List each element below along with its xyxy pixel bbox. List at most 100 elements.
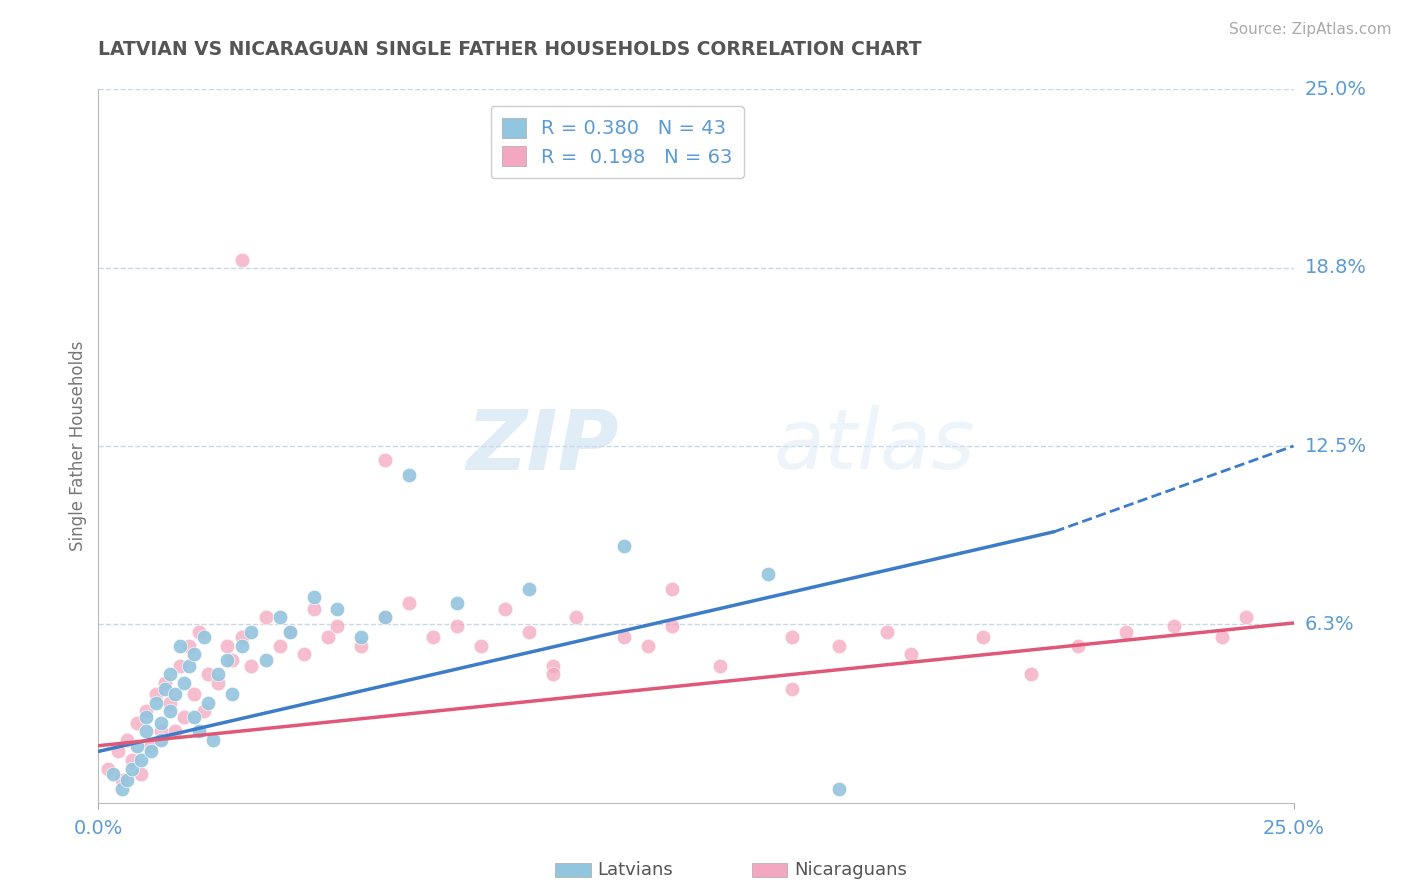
Point <box>159 667 181 681</box>
Point <box>179 658 201 673</box>
Point <box>709 658 731 673</box>
Point <box>221 653 243 667</box>
Text: 25.0%: 25.0% <box>1305 79 1367 99</box>
Point <box>121 753 143 767</box>
Point <box>149 733 172 747</box>
Point <box>302 601 325 615</box>
Point <box>876 624 898 639</box>
Point <box>115 772 138 787</box>
Text: atlas: atlas <box>773 406 976 486</box>
Point <box>613 630 636 644</box>
Point <box>159 696 181 710</box>
Point <box>1019 667 1042 681</box>
Text: LATVIAN VS NICARAGUAN SINGLE FATHER HOUSEHOLDS CORRELATION CHART: LATVIAN VS NICARAGUAN SINGLE FATHER HOUS… <box>98 40 922 59</box>
Point <box>207 676 229 690</box>
Text: Source: ZipAtlas.com: Source: ZipAtlas.com <box>1229 22 1392 37</box>
Point <box>197 667 219 681</box>
Point <box>231 630 253 644</box>
Point <box>422 630 444 644</box>
Point <box>169 658 191 673</box>
Text: 6.3%: 6.3% <box>1305 615 1354 634</box>
Point <box>661 582 683 596</box>
Point <box>302 591 325 605</box>
Y-axis label: Single Father Households: Single Father Households <box>69 341 87 551</box>
Point <box>828 781 851 796</box>
Point <box>115 733 138 747</box>
Point <box>155 676 177 690</box>
Point <box>173 710 195 724</box>
Point <box>111 772 134 787</box>
Point <box>398 467 420 482</box>
Legend: R = 0.380   N = 43, R =  0.198   N = 63: R = 0.380 N = 43, R = 0.198 N = 63 <box>491 106 744 178</box>
Point <box>446 596 468 610</box>
Text: Latvians: Latvians <box>598 861 673 879</box>
Point <box>1115 624 1137 639</box>
Point <box>193 705 215 719</box>
Point <box>183 710 205 724</box>
Point <box>780 630 803 644</box>
Point <box>278 624 301 639</box>
Point <box>179 639 201 653</box>
Point <box>316 630 339 644</box>
Point <box>446 619 468 633</box>
Point <box>900 648 922 662</box>
Point <box>541 658 564 673</box>
Point <box>756 567 779 582</box>
Point <box>828 639 851 653</box>
Point <box>187 724 209 739</box>
Point <box>470 639 492 653</box>
Point <box>217 653 239 667</box>
Point <box>1163 619 1185 633</box>
Point <box>207 667 229 681</box>
Point <box>254 610 277 624</box>
Point <box>269 639 291 653</box>
Text: 18.8%: 18.8% <box>1305 258 1367 277</box>
Point <box>217 639 239 653</box>
Point <box>145 687 167 701</box>
Point <box>972 630 994 644</box>
Point <box>231 639 253 653</box>
Point <box>326 619 349 633</box>
Point <box>163 687 186 701</box>
Point <box>139 739 162 753</box>
Point <box>398 596 420 610</box>
Point <box>187 624 209 639</box>
Point <box>517 624 540 639</box>
Point <box>780 681 803 696</box>
Point <box>121 762 143 776</box>
Point <box>292 648 315 662</box>
Point <box>159 705 181 719</box>
Point <box>125 739 148 753</box>
Point <box>613 539 636 553</box>
Point <box>169 639 191 653</box>
Point <box>374 610 396 624</box>
Point <box>1067 639 1090 653</box>
Point <box>163 724 186 739</box>
Point <box>661 619 683 633</box>
Point <box>278 624 301 639</box>
Point <box>183 648 205 662</box>
Point <box>541 667 564 681</box>
Point <box>202 733 225 747</box>
Point <box>97 762 120 776</box>
Point <box>145 696 167 710</box>
Point <box>254 653 277 667</box>
Point <box>125 715 148 730</box>
Point <box>350 630 373 644</box>
Point <box>107 744 129 758</box>
Text: 12.5%: 12.5% <box>1305 436 1367 456</box>
Point <box>131 753 153 767</box>
Point <box>494 601 516 615</box>
Point <box>111 781 134 796</box>
Point <box>240 658 263 673</box>
Point <box>374 610 396 624</box>
Point <box>231 253 253 268</box>
Point <box>221 687 243 701</box>
Point <box>101 767 124 781</box>
Point <box>197 696 219 710</box>
Point <box>1211 630 1233 644</box>
Point <box>1234 610 1257 624</box>
Text: ZIP: ZIP <box>465 406 619 486</box>
Point <box>131 767 153 781</box>
Point <box>517 582 540 596</box>
